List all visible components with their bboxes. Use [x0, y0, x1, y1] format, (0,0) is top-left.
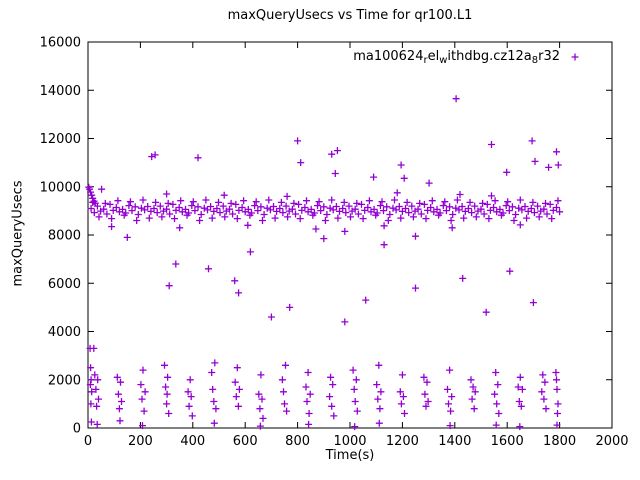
legend-label-subscript: 8 [531, 55, 539, 66]
legend-label-text: ithdbg.cz12a [447, 49, 532, 64]
x-tick-label: 400 [180, 434, 205, 449]
legend-label-subscript: r [423, 55, 428, 66]
axis-ticks [87, 41, 613, 429]
y-tick-label: 16000 [40, 36, 81, 51]
y-tick-label: 6000 [48, 277, 81, 292]
y-tick-label: 14000 [40, 84, 81, 99]
legend-marker-icon [571, 53, 579, 61]
x-tick-label: 1800 [543, 434, 576, 449]
scatter-points [85, 95, 564, 431]
legend-label-text: r32 [538, 49, 560, 64]
legend-label-subscript: w [439, 55, 448, 66]
x-tick-label: 1400 [438, 434, 471, 449]
y-tick-label: 2000 [48, 373, 81, 388]
y-tick-label: 8000 [48, 229, 81, 244]
x-tick-label: 1000 [333, 434, 366, 449]
x-tick-label: 600 [233, 434, 258, 449]
legend: ma100624relwithdbg.cz12a8r32 [353, 49, 560, 66]
x-tick-label: 1200 [386, 434, 419, 449]
legend-label-text: el [427, 49, 440, 64]
chart-title: maxQueryUsecs vs Time for qr100.L1 [227, 8, 473, 23]
legend-label: ma100624relwithdbg.cz12a8r32 [353, 49, 560, 66]
x-tick-label: 800 [285, 434, 310, 449]
x-tick-label: 0 [84, 434, 92, 449]
y-tick-label: 10000 [40, 180, 81, 195]
y-tick-label: 12000 [40, 132, 81, 147]
x-tick-label: 200 [128, 434, 153, 449]
x-axis-label: Time(s) [325, 448, 375, 463]
y-tick-label: 4000 [48, 325, 81, 340]
y-tick-label: 0 [73, 422, 81, 437]
legend-label-text: ma100624 [353, 49, 424, 64]
x-tick-label: 2000 [595, 434, 628, 449]
x-tick-label: 1600 [491, 434, 524, 449]
